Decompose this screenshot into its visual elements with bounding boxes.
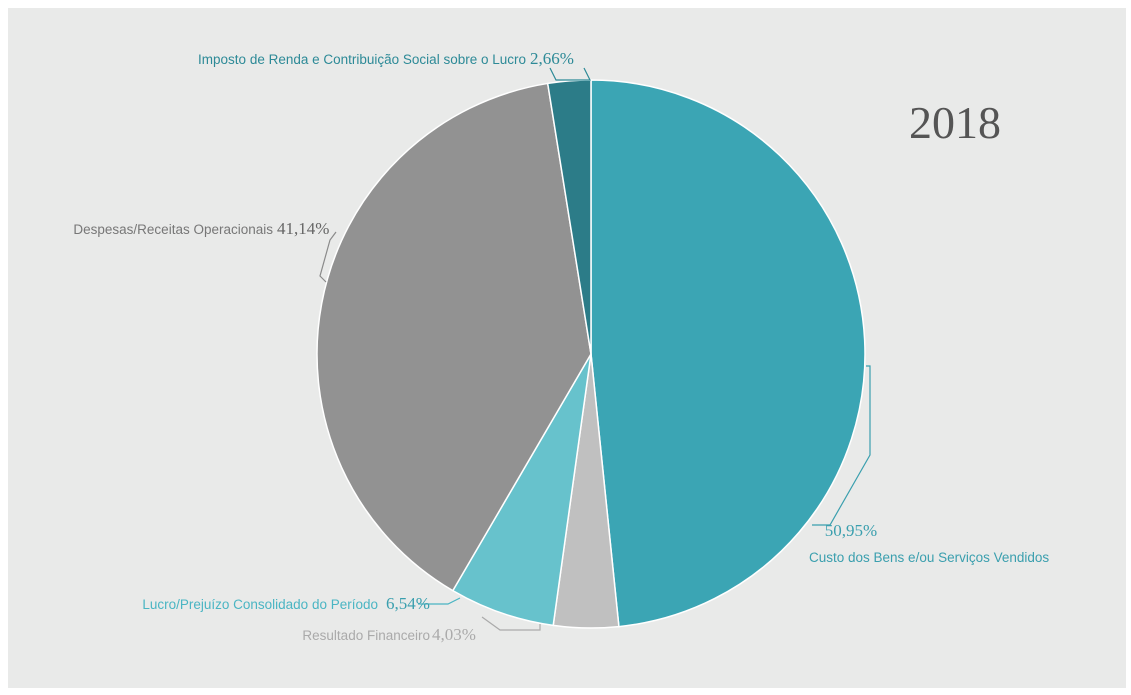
slice-label-custo: Custo dos Bens e/ou Serviços Vendidos bbox=[809, 550, 1049, 565]
svg-text:4,03%: 4,03% bbox=[432, 625, 476, 644]
leader-line-lucro bbox=[418, 597, 461, 605]
leader-line-despesas bbox=[319, 231, 337, 283]
svg-text:41,14%: 41,14% bbox=[277, 219, 329, 238]
leader-lines bbox=[319, 67, 871, 631]
pie-slice-custo bbox=[590, 79, 866, 628]
leader-line-imposto bbox=[549, 67, 591, 81]
leader-line-resultado bbox=[481, 616, 541, 631]
chart-title: 2018 bbox=[909, 97, 1001, 148]
svg-text:Custo dos Bens e/ou Serviços V: Custo dos Bens e/ou Serviços Vendidos bbox=[809, 550, 1049, 565]
svg-text:50,95%: 50,95% bbox=[825, 521, 877, 540]
slice-pct-imposto: 2,66% bbox=[530, 49, 574, 68]
svg-text:Resultado Financeiro: Resultado Financeiro bbox=[302, 628, 430, 643]
slice-label-resultado: Resultado Financeiro bbox=[302, 628, 430, 643]
slice-label-despesas: Despesas/Receitas Operacionais bbox=[73, 222, 273, 237]
leader-line-custo bbox=[812, 365, 871, 526]
slice-pct-custo: 50,95% bbox=[825, 521, 877, 540]
slice-pct-lucro: 6,54% bbox=[386, 594, 430, 613]
pie-slice-despesas bbox=[316, 82, 592, 592]
svg-text:6,54%: 6,54% bbox=[386, 594, 430, 613]
svg-text:Despesas/Receitas Operacionais: Despesas/Receitas Operacionais bbox=[73, 222, 273, 237]
pie-slice-imposto bbox=[546, 79, 592, 355]
slice-label-imposto: Imposto de Renda e Contribuição Social s… bbox=[198, 52, 526, 67]
pie-slices bbox=[316, 79, 866, 629]
svg-text:Imposto de Renda e Contribuiçã: Imposto de Renda e Contribuição Social s… bbox=[198, 52, 526, 67]
slice-label-lucro: Lucro/Prejuízo Consolidado do Período bbox=[142, 597, 378, 612]
svg-text:2,66%: 2,66% bbox=[530, 49, 574, 68]
svg-text:Lucro/Prejuízo Consolidado do: Lucro/Prejuízo Consolidado do Período bbox=[142, 597, 378, 612]
slice-pct-resultado: 4,03% bbox=[432, 625, 476, 644]
slice-pct-despesas: 41,14% bbox=[277, 219, 329, 238]
